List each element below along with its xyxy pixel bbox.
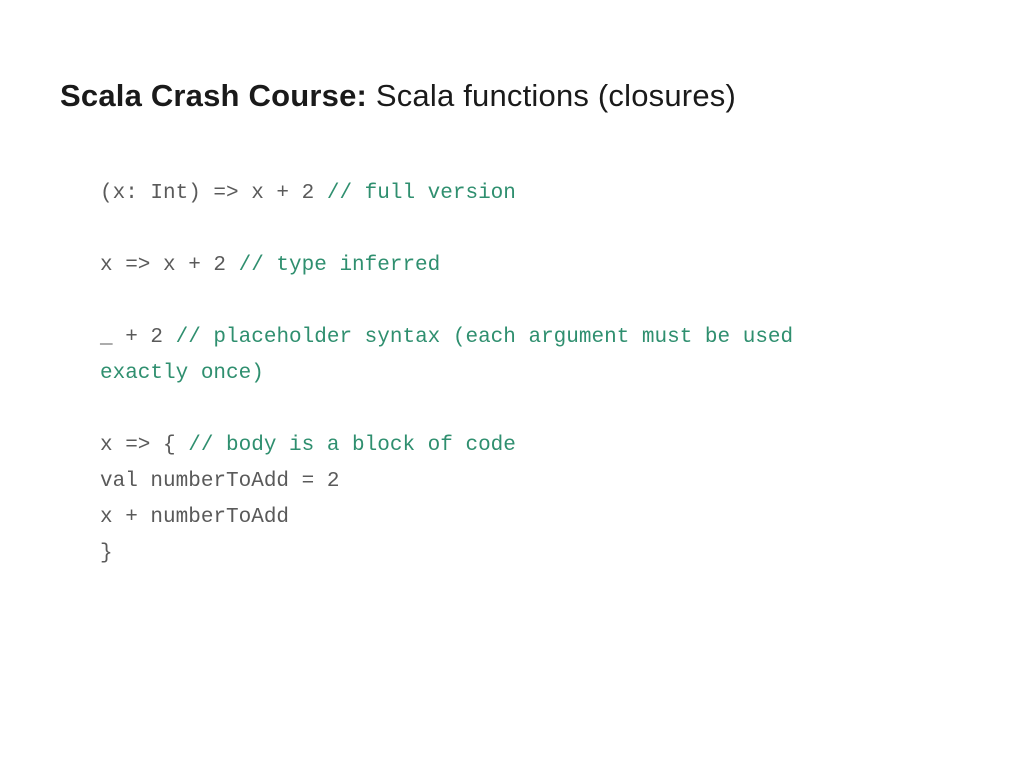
title-bold: Scala Crash Course: [60, 78, 367, 113]
code-comment: // body is a block of code [188, 434, 516, 457]
code-line: _ + 2 // placeholder syntax (each argume… [100, 320, 964, 356]
title-subtitle: Scala functions (closures) [367, 78, 736, 113]
code-line: } [100, 536, 964, 572]
code-comment: // full version [327, 182, 516, 205]
code-text: x => x + 2 [100, 254, 239, 277]
code-line: x => x + 2 // type inferred [100, 248, 964, 284]
code-line: exactly once) [100, 356, 964, 392]
code-comment: // placeholder syntax (each argument mus… [176, 326, 806, 349]
code-text: _ + 2 [100, 326, 176, 349]
blank-line [100, 212, 964, 248]
code-line: val numberToAdd = 2 [100, 464, 964, 500]
slide-title: Scala Crash Course: Scala functions (clo… [60, 78, 964, 114]
code-text: (x: Int) => x + 2 [100, 182, 327, 205]
code-text: x + numberToAdd [100, 506, 289, 529]
code-comment: // type inferred [239, 254, 441, 277]
code-text: x => { [100, 434, 188, 457]
code-line: x => { // body is a block of code [100, 428, 964, 464]
blank-line [100, 284, 964, 320]
slide: Scala Crash Course: Scala functions (clo… [0, 0, 1024, 768]
blank-line [100, 392, 964, 428]
code-text: val numberToAdd = 2 [100, 470, 339, 493]
code-comment: exactly once) [100, 362, 264, 385]
code-block: (x: Int) => x + 2 // full version x => x… [60, 176, 964, 572]
code-text: } [100, 542, 113, 565]
code-line: x + numberToAdd [100, 500, 964, 536]
code-line: (x: Int) => x + 2 // full version [100, 176, 964, 212]
